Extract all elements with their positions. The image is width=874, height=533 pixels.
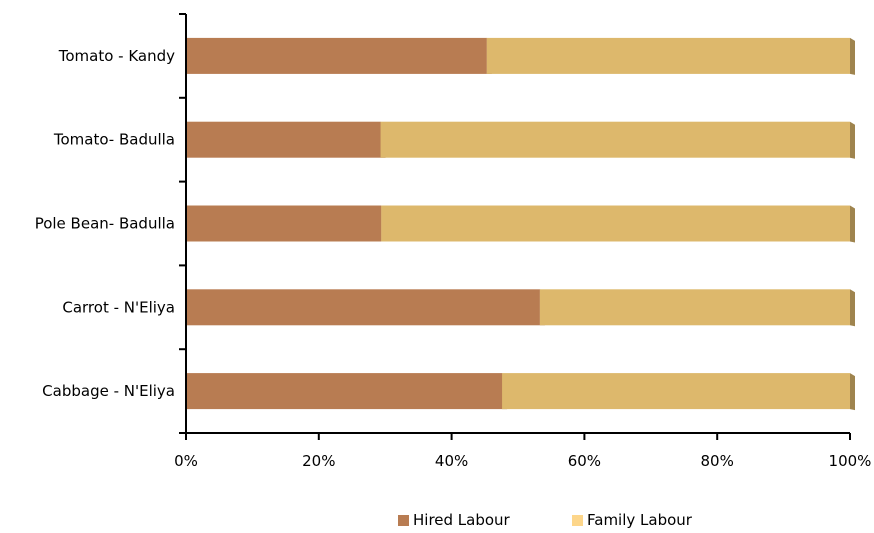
axes-layer: [179, 13, 851, 440]
bar-segment-0-2: [186, 205, 382, 242]
bar-segment-0-1: [186, 121, 381, 158]
bar-side-1-3: [850, 289, 855, 327]
legend: Hired Labour Family Labour: [398, 511, 693, 529]
x-tick-label: 0%: [174, 452, 198, 470]
category-label: Tomato- Badulla: [53, 131, 175, 149]
bar-segment-1-3: [539, 289, 850, 326]
bar-segment-1-2: [381, 205, 850, 242]
bar-side-1-4: [850, 373, 855, 411]
bar-segment-1-4: [502, 373, 850, 410]
x-tick-label: 80%: [701, 452, 734, 470]
x-tick-label: 100%: [829, 452, 872, 470]
legend-label: Hired Labour: [413, 511, 511, 529]
bar-segment-0-4: [186, 373, 503, 410]
bar-side-1-1: [850, 121, 855, 159]
bar-segment-1-1: [380, 121, 850, 158]
category-label: Pole Bean- Badulla: [35, 215, 175, 233]
category-label: Cabbage - N'Eliya: [42, 382, 175, 400]
bar-segment-0-3: [186, 289, 540, 326]
bar-side-1-2: [850, 205, 855, 243]
bar-segment-0-0: [186, 37, 487, 74]
category-label: Carrot - N'Eliya: [62, 298, 175, 316]
bars-layer: [186, 37, 855, 411]
x-tick-label: 40%: [435, 452, 468, 470]
legend-label: Family Labour: [587, 511, 693, 529]
category-label: Tomato - Kandy: [58, 47, 175, 65]
labels-layer: 0% 20% 40% 60% 80% 100% Tomato - Kandy Tomato- …: [35, 47, 872, 470]
x-tick-label: 60%: [568, 452, 601, 470]
legend-swatch-1: [572, 515, 583, 526]
bar-segment-1-0: [486, 37, 850, 74]
bar-side-1-0: [850, 37, 855, 75]
x-tick-label: 20%: [302, 452, 335, 470]
legend-swatch-0: [398, 515, 409, 526]
